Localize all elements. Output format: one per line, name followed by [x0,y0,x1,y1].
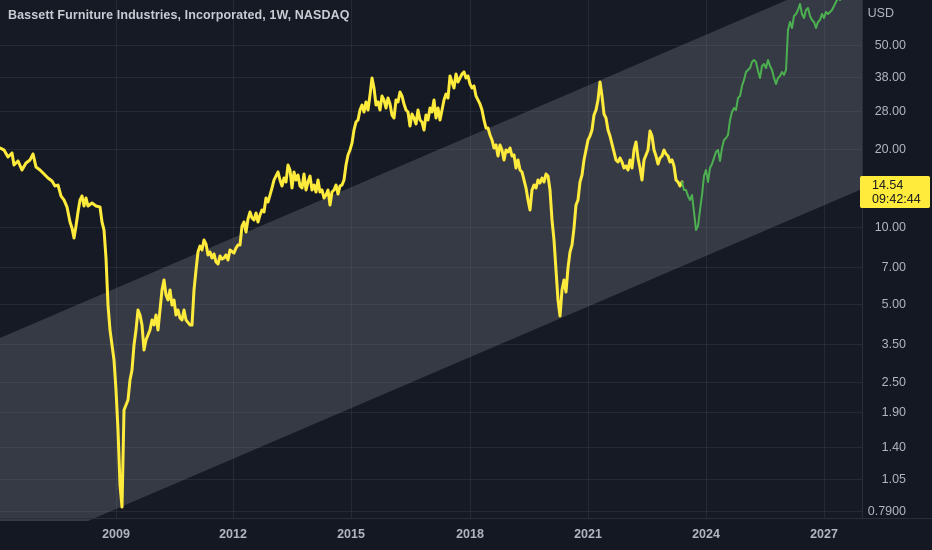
price-axis-label: 28.00 [874,104,906,118]
time-axis-label: 2018 [456,527,484,541]
last-price-value: 14.54 [872,178,904,192]
price-axis-label: 3.50 [881,337,906,351]
time-axis-label: 2021 [574,527,602,541]
time-axis-label: 2012 [219,527,247,541]
price-line-series[interactable] [0,70,684,509]
price-axis-label: 1.90 [881,405,906,419]
price-axis-label: 5.00 [881,297,906,311]
price-axis-label: 1.40 [881,440,906,454]
chart-title: Bassett Furniture Industries, Incorporat… [8,8,350,22]
price-axis-label: 7.00 [881,260,906,274]
price-axis-label: 20.00 [874,142,906,156]
price-axis-label: 0.7900 [867,504,906,518]
price-axis-label: 1.05 [881,472,906,486]
time-axis-label: 2024 [692,527,720,541]
bar-countdown: 09:42:44 [872,192,921,206]
price-axis-label: 38.00 [874,70,906,84]
projection-line-series[interactable] [681,0,842,231]
currency-label[interactable]: USD [867,6,894,20]
time-axis-label: 2009 [102,527,130,541]
price-axis-label: 2.50 [881,375,906,389]
price-axis-label: 10.00 [874,220,906,234]
time-axis-label: 2027 [810,527,838,541]
price-axis-label: 50.00 [874,38,906,52]
parallel-channel-fill[interactable] [0,0,862,521]
last-price-tag: 14.54 09:42:44 [860,176,930,208]
time-axis-label: 2015 [337,527,365,541]
